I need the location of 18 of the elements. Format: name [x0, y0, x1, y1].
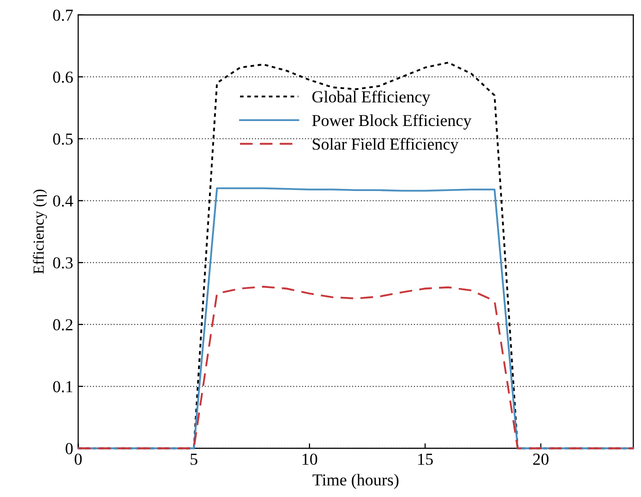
- y-tick-label: 0.6: [53, 72, 73, 83]
- legend-label: Global Efficiency: [312, 90, 430, 106]
- legend-label: Solar Field Efficiency: [312, 138, 458, 154]
- y-tick-label: 0.2: [53, 319, 72, 330]
- y-tick-label: 0.1: [53, 381, 72, 392]
- y-tick-label: 0.5: [53, 133, 73, 145]
- x-tick-label: 0: [74, 454, 82, 465]
- y-tick-label: 0.7: [53, 10, 73, 21]
- x-tick-label: 20: [533, 454, 548, 465]
- y-tick-label: 0.3: [53, 257, 73, 269]
- legend-label: Power Block Efficiency: [312, 114, 472, 130]
- x-tick-label: 5: [190, 454, 198, 465]
- x-tick-label: 15: [418, 454, 433, 465]
- x-axis-title: Time (hours): [312, 474, 398, 489]
- y-axis-title: Efficiency (η): [32, 190, 47, 274]
- y-tick-label: 0.4: [53, 195, 74, 207]
- y-tick-label: 0: [66, 442, 73, 454]
- x-tick-label: 10: [302, 454, 318, 465]
